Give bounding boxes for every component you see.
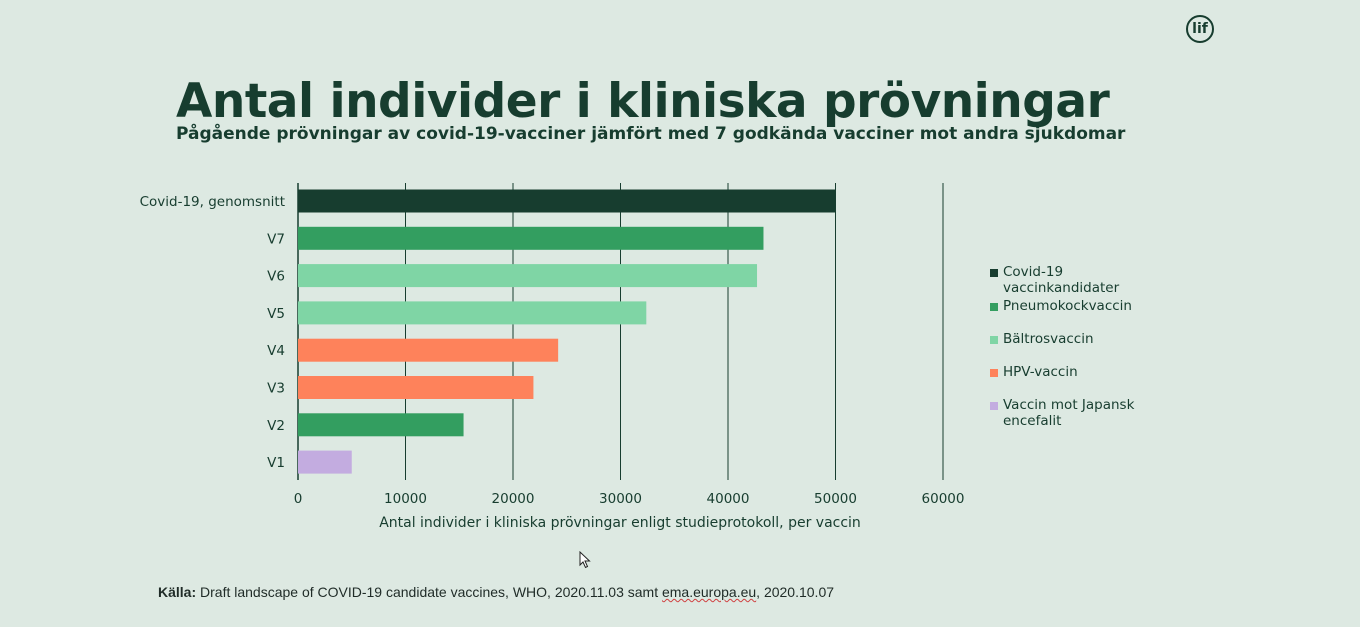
source-text: Draft landscape of COVID-19 candidate va… <box>196 584 662 600</box>
legend-swatch-4 <box>990 369 998 377</box>
category-label-8: V1 <box>267 455 285 471</box>
legend-label-3: Bältrosvaccin <box>1003 331 1094 347</box>
legend-swatch-2 <box>990 303 998 311</box>
source-label: Källa: <box>158 584 197 600</box>
legend-item-5: Vaccin mot Japansk encefalit <box>990 397 1170 429</box>
source-site: ema.europa.eu <box>661 584 757 600</box>
x-tick-label-0: 0 <box>294 491 303 507</box>
bar-1 <box>298 189 836 213</box>
category-label-3: V6 <box>267 269 285 285</box>
x-tick-label-1: 10000 <box>384 491 427 507</box>
legend-swatch-3 <box>990 336 998 344</box>
x-axis-label: Antal individer i kliniska prövningar en… <box>379 515 861 531</box>
x-tick-label-6: 60000 <box>922 491 965 507</box>
category-label-6: V3 <box>267 381 285 397</box>
category-label-7: V2 <box>267 418 285 434</box>
page-title: Antal individer i kliniska prövningar <box>176 74 1110 129</box>
bar-7 <box>298 413 464 437</box>
mouse-cursor-icon <box>579 551 591 569</box>
bar-4 <box>298 301 647 325</box>
lif-logo: lif <box>1186 15 1214 43</box>
legend-item-2: Pneumokockvaccin <box>990 298 1170 314</box>
lif-logo-text: lif <box>1192 21 1208 37</box>
source-date: , 2020.10.07 <box>756 584 835 600</box>
bar-5 <box>298 338 559 362</box>
x-tick-label-2: 20000 <box>492 491 535 507</box>
legend-label-4: HPV-vaccin <box>1003 364 1078 380</box>
x-tick-label-4: 40000 <box>707 491 750 507</box>
bar-2 <box>298 226 764 250</box>
x-tick-label-3: 30000 <box>599 491 642 507</box>
bar-6 <box>298 376 534 399</box>
page-subtitle: Pågående prövningar av covid-19-vacciner… <box>176 124 1126 144</box>
legend-swatch-5 <box>990 402 998 410</box>
legend-label-2: Pneumokockvaccin <box>1003 298 1132 314</box>
legend-label-1: Covid-19 vaccinkandidater <box>1003 264 1120 296</box>
category-label-2: V7 <box>267 231 285 247</box>
category-label-1: Covid-19, genomsnitt <box>140 194 285 210</box>
legend-item-1: Covid-19 vaccinkandidater <box>990 264 1170 296</box>
bar-8 <box>298 450 352 474</box>
category-label-5: V4 <box>267 343 285 359</box>
bar-3 <box>298 264 758 288</box>
legend-item-4: HPV-vaccin <box>990 364 1170 380</box>
legend-label-5: Vaccin mot Japansk encefalit <box>1003 397 1135 429</box>
legend-swatch-1 <box>990 269 998 277</box>
source-note: Källa: Draft landscape of COVID-19 candi… <box>158 584 834 600</box>
x-tick-label-5: 50000 <box>814 491 857 507</box>
category-label-4: V5 <box>267 306 285 322</box>
legend-item-3: Bältrosvaccin <box>990 331 1170 347</box>
